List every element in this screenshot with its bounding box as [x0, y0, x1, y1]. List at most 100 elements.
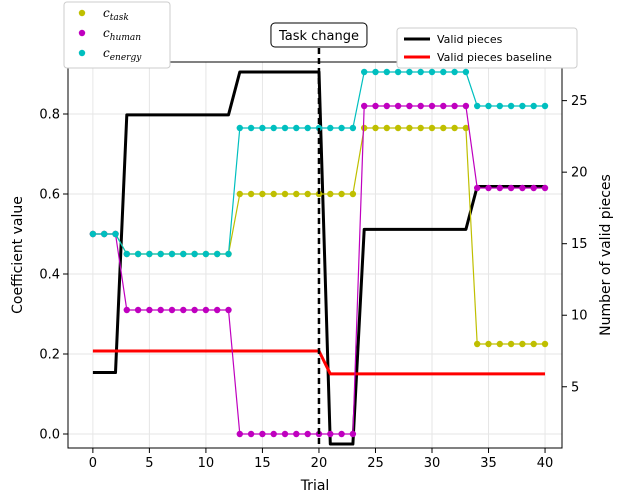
x-tick-label: 0 [89, 456, 97, 471]
y-left-axis-ticks: 0.0 0.2 0.4 0.6 0.8 [39, 108, 68, 443]
x-tick-label: 25 [367, 456, 384, 471]
data-point-c-task [293, 190, 300, 198]
data-point-c-human [383, 102, 390, 110]
y-left-tick-label: 0.2 [39, 348, 60, 363]
data-point-c-energy [180, 250, 187, 258]
x-tick-label: 35 [480, 456, 497, 471]
data-point-c-task [530, 340, 537, 348]
data-point-c-task [485, 340, 492, 348]
legend-label-subscript: human [110, 33, 141, 43]
y-right-axis-title: Number of valid pieces [598, 174, 614, 336]
data-point-c-task [338, 190, 345, 198]
data-point-c-energy [519, 102, 526, 110]
data-point-c-task [304, 190, 311, 198]
data-point-c-energy [383, 68, 390, 76]
data-point-c-human [428, 102, 436, 110]
data-point-c-energy [225, 250, 232, 258]
x-tick-label: 15 [254, 456, 271, 471]
data-point-c-task [270, 190, 277, 198]
data-point-c-energy [507, 102, 515, 110]
data-point-c-energy [462, 68, 470, 76]
data-point-c-energy [270, 124, 277, 132]
legend-label-c-energy: cenergy [103, 46, 142, 63]
y-left-tick-label: 0.4 [39, 268, 60, 283]
data-point-c-human [519, 184, 526, 192]
data-point-c-human [372, 102, 379, 110]
data-point-c-energy [247, 124, 255, 132]
y-left-tick-label: 0.6 [39, 188, 60, 203]
data-point-c-task [281, 190, 289, 198]
data-point-c-human [451, 102, 458, 110]
data-point-c-human [214, 306, 221, 314]
data-point-c-energy [440, 68, 447, 76]
x-tick-label: 5 [145, 456, 153, 471]
legend-label-base: c [103, 6, 110, 20]
x-tick-label: 20 [311, 456, 328, 471]
y-right-tick-label: 5 [571, 380, 579, 395]
data-point-c-energy [394, 68, 402, 76]
data-point-c-energy [293, 124, 300, 132]
data-point-c-human [134, 306, 142, 314]
data-point-c-energy [485, 102, 492, 110]
plot-frame [67, 61, 563, 449]
data-point-c-energy [327, 124, 334, 132]
data-point-c-task [428, 124, 436, 132]
grid [68, 62, 562, 448]
data-point-c-human [270, 430, 277, 438]
y-left-tick-label: 0.8 [39, 108, 60, 123]
data-point-c-task [383, 124, 390, 132]
data-point-c-task [519, 340, 526, 348]
data-point-c-energy [338, 124, 345, 132]
data-point-c-energy [202, 250, 210, 258]
data-point-c-task [327, 190, 334, 198]
data-point-c-human [496, 184, 503, 192]
y-right-tick-label: 25 [571, 94, 588, 109]
data-point-c-energy [236, 124, 243, 132]
data-point-c-task [440, 124, 447, 132]
valid-pieces-baseline-line [92, 349, 545, 376]
data-point-c-task [394, 124, 402, 132]
x-tick-label: 30 [424, 456, 441, 471]
y-left-tick-label: 0.0 [39, 428, 60, 443]
valid-pieces-line [92, 70, 545, 446]
pieces-legend: Valid pieces Valid pieces baseline [396, 27, 578, 69]
data-point-c-human [507, 184, 515, 192]
y-right-axis-ticks: 5 10 15 20 25 [562, 94, 588, 395]
data-point-c-energy [89, 230, 97, 238]
data-point-c-energy [372, 68, 379, 76]
data-point-c-energy [361, 68, 368, 76]
legend-label-base: c [103, 46, 110, 60]
y-left-axis-title: Coefficient value [10, 196, 26, 314]
data-point-c-task [372, 124, 379, 132]
data-point-c-human [146, 306, 153, 314]
data-point-c-energy [101, 230, 108, 238]
data-point-c-energy [259, 124, 266, 132]
legend-marker-c-task [78, 9, 86, 17]
data-point-c-task [247, 190, 255, 198]
data-point-c-energy [134, 250, 142, 258]
x-tick-label: 10 [198, 456, 215, 471]
data-point-c-energy [112, 230, 119, 238]
legend-marker-c-human [78, 29, 86, 37]
data-point-c-human [168, 306, 176, 314]
data-point-c-energy [123, 250, 130, 258]
data-point-c-task [259, 190, 266, 198]
series-c-human [89, 102, 549, 438]
x-axis-title: Trial [300, 478, 330, 494]
data-point-c-energy [417, 68, 424, 76]
legend-box [63, 1, 171, 69]
valid-pieces-lines [92, 70, 545, 446]
y-right-tick-label: 20 [571, 166, 588, 181]
data-point-c-human [406, 102, 413, 110]
data-point-c-human [225, 306, 232, 314]
data-point-c-human [202, 306, 210, 314]
data-point-c-task [462, 124, 470, 132]
y-right-tick-label: 15 [571, 237, 588, 252]
x-tick-label: 40 [537, 456, 554, 471]
data-point-c-energy [451, 68, 458, 76]
data-point-c-human [417, 102, 424, 110]
data-point-c-human [157, 306, 164, 314]
data-point-c-human [180, 306, 187, 314]
data-point-c-task [474, 340, 481, 348]
data-point-c-human [462, 102, 470, 110]
